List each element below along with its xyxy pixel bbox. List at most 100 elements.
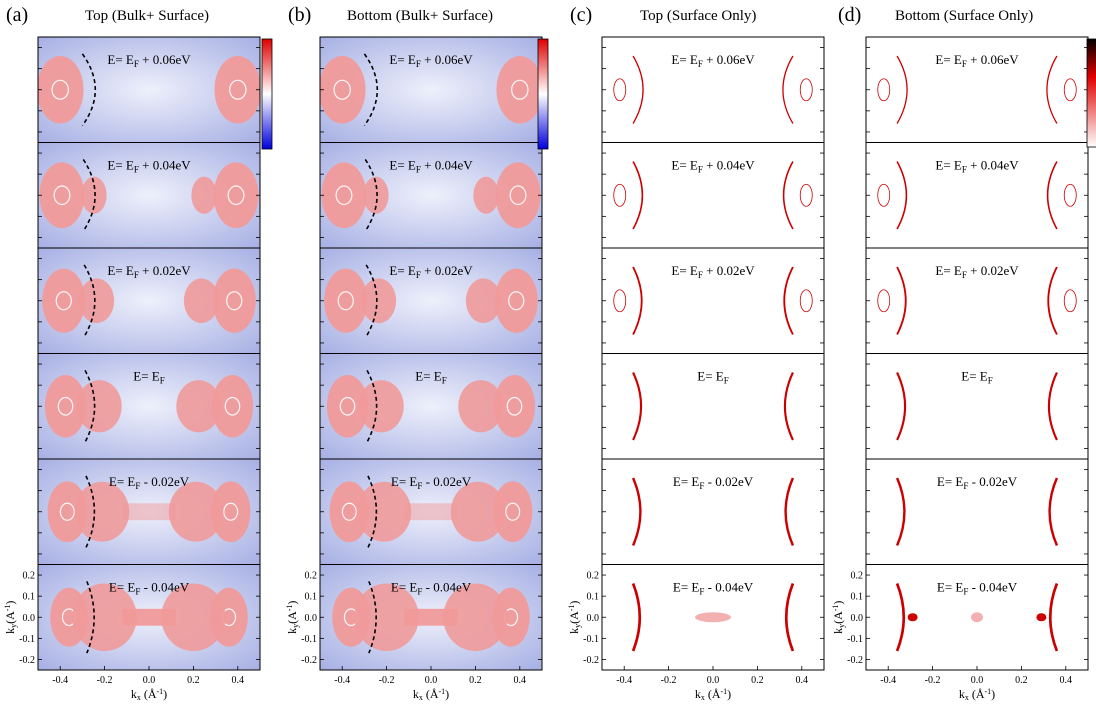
hole-lobe <box>354 583 419 652</box>
pocket-ring <box>51 79 69 100</box>
pocket-ring <box>59 502 75 521</box>
surface-state-dashed <box>86 581 95 654</box>
hole-lobe <box>473 176 499 214</box>
subplot-a-3: E= EF <box>37 353 261 460</box>
subplot-content <box>613 266 813 335</box>
y-axis-label: ky(A-1) <box>3 601 18 634</box>
surface-arc <box>632 55 644 124</box>
subplot-c-5: E= EF - 0.04eV <box>601 564 825 671</box>
x-tick-label: -0.4 <box>52 675 68 686</box>
electron-pocket <box>210 481 251 543</box>
x-tick-label: 0.0 <box>707 675 720 686</box>
pocket-ring <box>53 185 71 206</box>
energy-label: E= EF + 0.02eV <box>671 263 755 280</box>
subplot-b-1: E= EF + 0.04eV <box>319 142 543 249</box>
hole-lobe <box>183 278 219 324</box>
small-pocket-arc <box>613 183 627 207</box>
subplot-content <box>329 475 533 548</box>
surface-arc <box>1047 372 1058 441</box>
subplot-a-5: E= EF - 0.04eV <box>37 564 261 671</box>
subplot-a-1: E= EF + 0.04eV <box>37 142 261 249</box>
small-pocket-arc <box>799 78 813 102</box>
subplot-d-4: E= EF - 0.02eV <box>865 458 1089 565</box>
energy-label: E= EF + 0.06eV <box>671 52 755 69</box>
subplot-content <box>632 372 794 441</box>
x-tick-label: 0.2 <box>187 675 200 686</box>
surface-state-dashed <box>85 475 96 548</box>
panel-c-title: Top (Surface Only) <box>640 8 757 24</box>
subplot-a-2: E= EF + 0.02eV <box>37 247 261 354</box>
subplot-c-0: E= EF + 0.06eV <box>601 36 825 143</box>
small-pocket-arc <box>877 289 891 313</box>
energy-label: E= EF + 0.06eV <box>935 52 1019 69</box>
subplot-content <box>38 53 260 127</box>
y-tick-label: 0.0 <box>851 613 864 624</box>
colorbar <box>537 38 549 150</box>
surface-arc <box>631 477 642 546</box>
hole-lobe <box>191 176 217 214</box>
surface-arc <box>783 266 794 335</box>
subplot-background <box>602 248 824 354</box>
subplot-content <box>613 161 813 230</box>
subplot-content <box>877 266 1077 335</box>
panel-b-title: Bottom (Bulk+ Surface) <box>347 8 493 24</box>
surface-state-dashed <box>367 475 378 548</box>
small-pocket-arc <box>613 78 627 102</box>
surface-state-dashed <box>363 53 379 127</box>
electron-pocket <box>212 268 256 333</box>
surface-arc <box>784 477 795 546</box>
subplot-content <box>47 475 251 548</box>
central-spot <box>695 612 731 623</box>
surface-state-dashed <box>368 581 377 654</box>
surface-arc <box>896 266 907 335</box>
small-pocket-arc <box>799 183 813 207</box>
surface-arc <box>632 266 643 335</box>
energy-label: E= EF - 0.02eV <box>937 474 1018 491</box>
energy-label: E= EF + 0.02eV <box>935 263 1019 280</box>
energy-label: E= EF - 0.04eV <box>937 580 1018 597</box>
subplot-c-4: E= EF - 0.02eV <box>601 458 825 565</box>
electron-pocket <box>44 375 87 438</box>
pocket-ring <box>229 79 247 100</box>
energy-label: E= EF + 0.06eV <box>389 52 473 69</box>
y-tick-label: -0.2 <box>19 655 35 666</box>
subplot-b-2: E= EF + 0.02eV <box>319 247 543 354</box>
electron-pocket <box>320 56 366 124</box>
subplot-content <box>895 477 1059 546</box>
x-tick-label: -0.4 <box>334 675 350 686</box>
y-tick-label: 0.0 <box>23 613 36 624</box>
subplot-background <box>866 459 1088 565</box>
x-tick-label: -0.2 <box>97 675 113 686</box>
electron-pocket <box>326 375 369 438</box>
colorbar <box>261 38 273 150</box>
y-tick-label: -0.1 <box>19 634 35 645</box>
subplot-background <box>602 459 824 565</box>
colorbar <box>1086 38 1096 148</box>
surface-arc <box>1048 582 1059 652</box>
energy-label: E= EF <box>415 369 446 386</box>
subplot-background <box>602 142 824 248</box>
surface-state-dashed <box>83 264 96 338</box>
x-tick-label: 0.4 <box>1060 675 1073 686</box>
pocket-ring <box>223 502 239 521</box>
y-tick-label: 0.0 <box>587 613 600 624</box>
subplot-a-0: E= EF + 0.06eV <box>37 36 261 143</box>
subplot-content <box>896 372 1058 441</box>
pocket-ring <box>339 396 356 416</box>
subplot-c-3: E= EF <box>601 353 825 460</box>
y-tick-label: -0.1 <box>847 634 863 645</box>
subplot-background <box>866 248 1088 354</box>
y-tick-label: -0.2 <box>847 655 863 666</box>
subplot-content <box>324 264 538 338</box>
pocket-ring <box>227 185 245 206</box>
pocket-ring <box>335 185 353 206</box>
energy-label: E= EF - 0.02eV <box>391 474 472 491</box>
surface-arc <box>896 161 908 230</box>
surface-state-dashed <box>364 158 378 232</box>
subplot-background <box>866 142 1088 248</box>
surface-arc <box>896 55 908 124</box>
surface-state-dashed <box>84 370 96 443</box>
subplot-d-2: E= EF + 0.02eV <box>865 247 1089 354</box>
pocket-ring <box>505 502 521 521</box>
x-tick-label: 0.4 <box>514 675 527 686</box>
